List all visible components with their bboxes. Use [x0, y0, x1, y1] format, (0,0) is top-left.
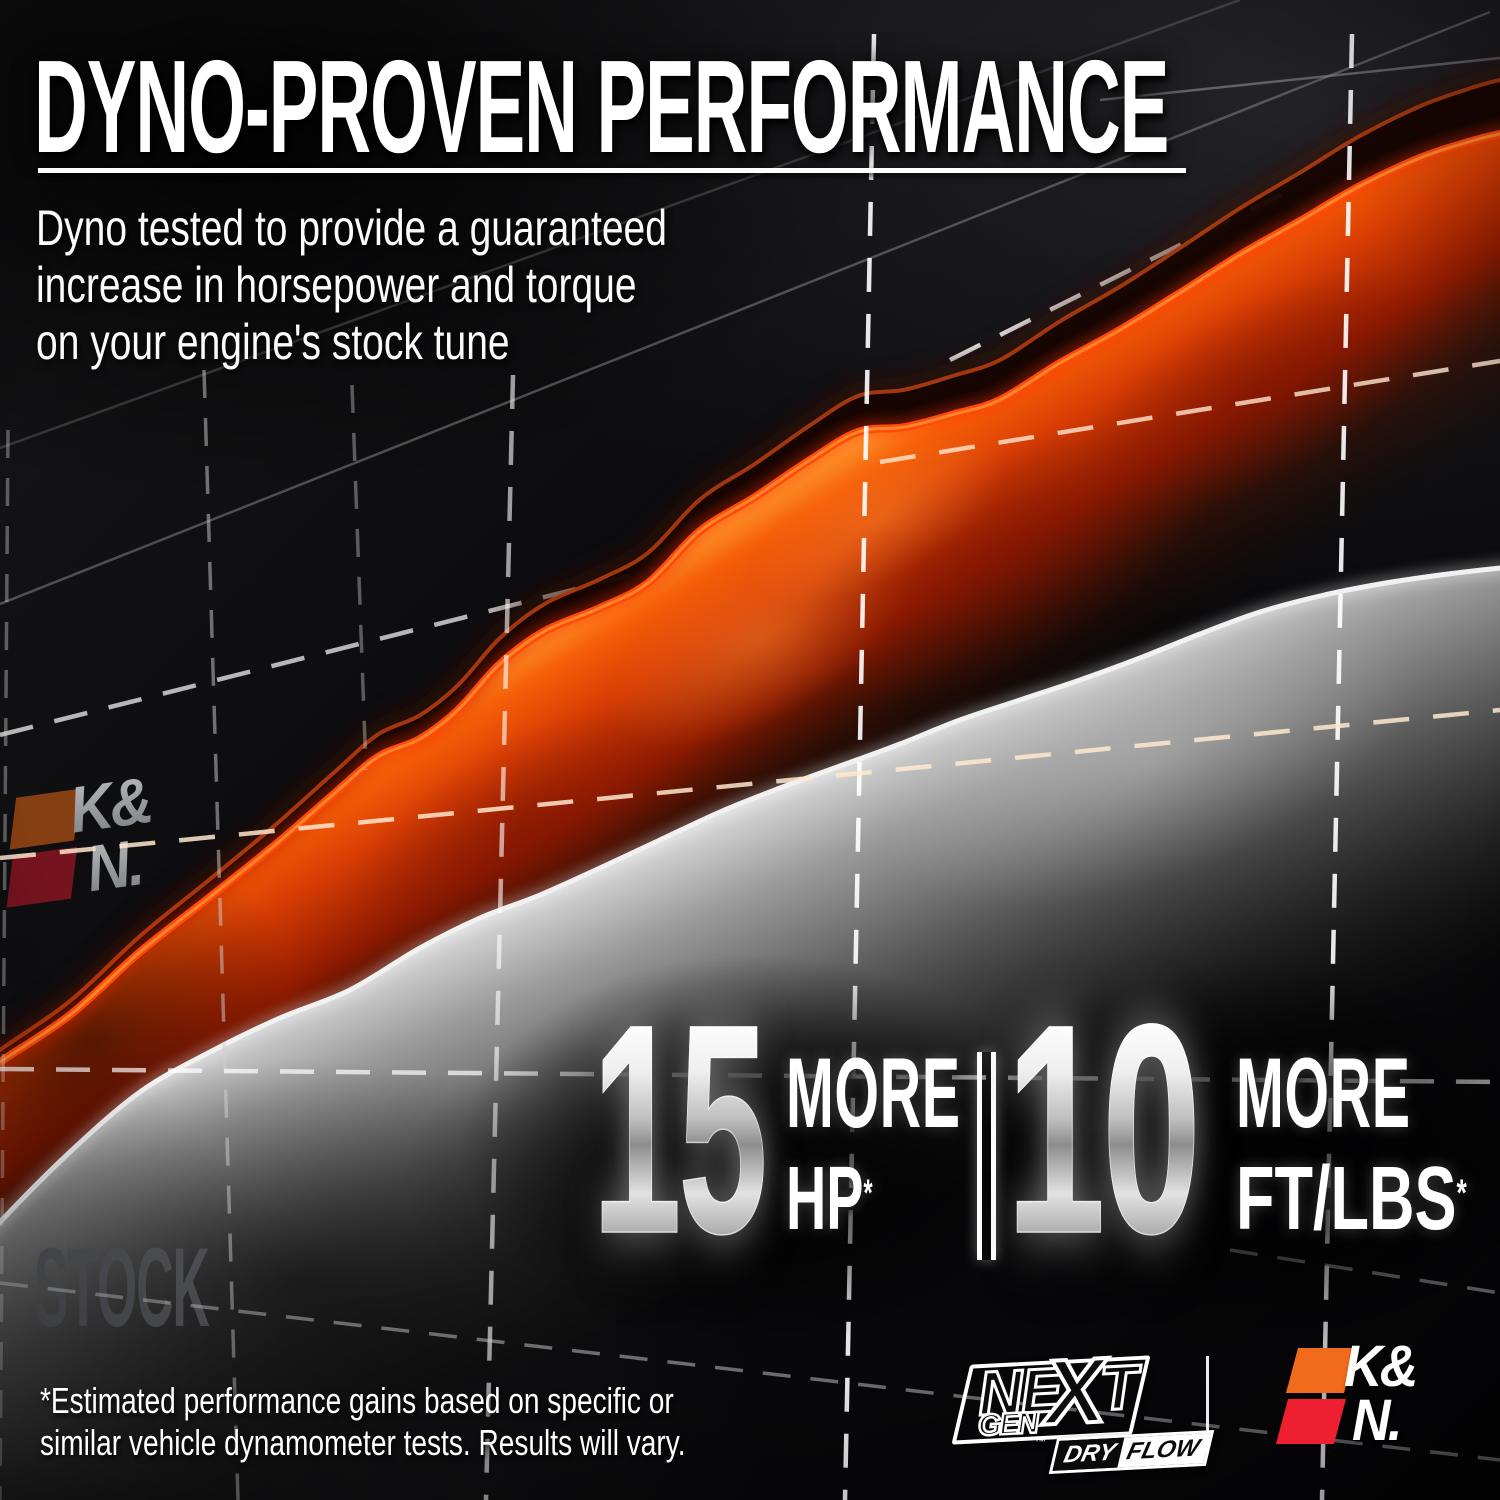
stat-hp-labels: MORE HP* — [786, 1037, 1087, 1250]
kn-logo-red-shape — [1275, 1399, 1347, 1444]
stat-separator — [977, 1052, 996, 1260]
footnote-mark: * — [1456, 1172, 1467, 1215]
stat-torque-labels: MORE FT/LBS* — [1236, 1037, 1500, 1250]
stat-torque-unit: FT/LBS* — [1236, 1149, 1467, 1250]
nextgen-logo-x: X — [1039, 1338, 1108, 1447]
subtitle-line: increase in horsepower and torque — [36, 257, 637, 313]
disclaimer: *Estimated performance gains based on sp… — [40, 1380, 685, 1464]
logo-divider — [1206, 1356, 1209, 1452]
dryflow-dry: DRY — [1052, 1437, 1125, 1471]
subtitle-line: Dyno tested to provide a guaranteed — [36, 200, 667, 256]
page-title: DYNO-PROVEN PERFORMANCE — [34, 33, 1169, 180]
title-underline — [38, 168, 1186, 173]
kn-logo-n-text: N. — [1352, 1388, 1403, 1453]
stat-hp-qualifier: MORE — [786, 1037, 961, 1148]
nextgen-logo-t: T — [1097, 1352, 1139, 1426]
stat-torque-qualifier: MORE — [1236, 1037, 1411, 1148]
subtitle-line: on your engine's stock tune — [36, 314, 510, 370]
dryflow-flow: FLOW — [1117, 1433, 1211, 1468]
footnote-mark: * — [863, 1172, 873, 1215]
kn-logo: K& N. — [1275, 1338, 1432, 1450]
stat-torque-value: 10 — [1006, 963, 1202, 1296]
trademark-symbol: ™ — [1034, 1434, 1046, 1448]
nextgen-dryflow-logo: NE X T GEN ™ DRY FLOW — [951, 1338, 1215, 1475]
stat-hp-value: 15 — [592, 963, 769, 1296]
disclaimer-line: similar vehicle dynamometer tests. Resul… — [40, 1422, 686, 1463]
disclaimer-line: *Estimated performance gains based on sp… — [40, 1380, 674, 1421]
subtitle: Dyno tested to provide a guaranteed incr… — [36, 200, 667, 371]
kn-logo-kamp-text: K& — [1344, 1334, 1418, 1399]
nextgen-logo-gen: GEN — [976, 1405, 1039, 1444]
stat-hp-unit: HP* — [786, 1149, 873, 1250]
dryflow-badge: DRY FLOW — [1048, 1429, 1215, 1475]
